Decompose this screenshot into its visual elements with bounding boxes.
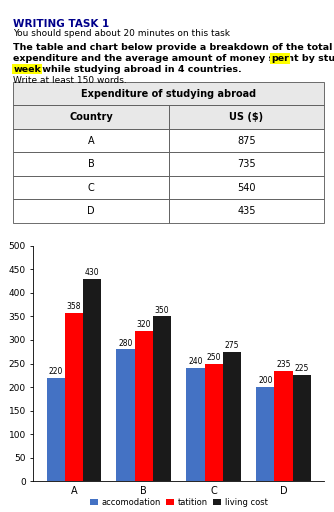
Text: 275: 275 xyxy=(224,341,239,350)
Text: 225: 225 xyxy=(295,365,309,373)
Text: C: C xyxy=(88,182,95,193)
Text: while studying abroad in 4 countries.: while studying abroad in 4 countries. xyxy=(39,65,242,74)
Bar xyxy=(117,349,135,481)
Text: US ($): US ($) xyxy=(229,112,264,122)
FancyBboxPatch shape xyxy=(13,82,324,105)
FancyBboxPatch shape xyxy=(169,153,324,176)
Text: 430: 430 xyxy=(85,268,99,277)
Bar xyxy=(223,352,241,481)
FancyBboxPatch shape xyxy=(13,105,169,129)
FancyBboxPatch shape xyxy=(169,105,324,129)
Text: 540: 540 xyxy=(237,182,256,193)
FancyBboxPatch shape xyxy=(169,176,324,199)
Bar xyxy=(83,279,101,481)
Bar xyxy=(65,313,83,481)
Text: week: week xyxy=(13,65,41,74)
Text: 435: 435 xyxy=(237,206,256,216)
Text: Write at least 150 words.: Write at least 150 words. xyxy=(13,76,127,85)
Text: Country: Country xyxy=(69,112,113,122)
Bar xyxy=(47,378,65,481)
Text: B: B xyxy=(88,159,95,169)
Bar xyxy=(275,371,293,481)
Text: 875: 875 xyxy=(237,136,256,145)
FancyBboxPatch shape xyxy=(169,129,324,153)
FancyBboxPatch shape xyxy=(169,199,324,223)
Text: per: per xyxy=(271,54,289,63)
Text: WRITING TASK 1: WRITING TASK 1 xyxy=(13,19,110,30)
Text: 200: 200 xyxy=(258,376,273,385)
Text: 350: 350 xyxy=(155,306,169,314)
Text: 240: 240 xyxy=(188,357,203,367)
Text: Expenditure of studying abroad: Expenditure of studying abroad xyxy=(81,89,256,99)
FancyBboxPatch shape xyxy=(13,153,169,176)
Bar xyxy=(204,364,223,481)
Bar xyxy=(293,375,311,481)
Text: The table and chart below provide a breakdown of the total: The table and chart below provide a brea… xyxy=(13,43,333,52)
Text: 320: 320 xyxy=(137,319,151,329)
FancyBboxPatch shape xyxy=(13,176,169,199)
Bar xyxy=(135,331,153,481)
Text: 250: 250 xyxy=(206,353,221,361)
FancyBboxPatch shape xyxy=(13,129,169,153)
FancyBboxPatch shape xyxy=(13,199,169,223)
Text: 358: 358 xyxy=(66,302,81,311)
Text: 735: 735 xyxy=(237,159,256,169)
Text: expenditure and the average amount of money spent by students: expenditure and the average amount of mo… xyxy=(13,54,334,63)
Text: You should spend about 20 minutes on this task: You should spend about 20 minutes on thi… xyxy=(13,29,230,38)
Text: 280: 280 xyxy=(118,338,133,348)
Text: 235: 235 xyxy=(276,360,291,369)
Text: 220: 220 xyxy=(48,367,63,376)
Bar xyxy=(256,387,275,481)
Text: A: A xyxy=(88,136,94,145)
Text: D: D xyxy=(87,206,95,216)
Bar xyxy=(153,316,171,481)
Legend: accomodation, tatition, living cost: accomodation, tatition, living cost xyxy=(87,495,271,510)
Bar xyxy=(186,368,204,481)
